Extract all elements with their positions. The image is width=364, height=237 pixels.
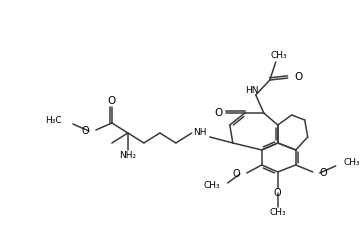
Text: O: O [81,126,89,136]
Text: CH₃: CH₃ [344,159,360,168]
Text: O: O [274,188,282,198]
Text: O: O [108,96,116,106]
Text: CH₃: CH₃ [269,208,286,217]
Text: O: O [215,108,223,118]
Text: CH₃: CH₃ [203,182,220,191]
Text: H₃C: H₃C [46,117,62,126]
Text: O: O [320,168,327,178]
Text: NH: NH [193,128,207,137]
Text: HN: HN [245,86,258,95]
Text: O: O [295,72,303,82]
Text: CH₃: CH₃ [270,50,287,59]
Text: O: O [232,169,240,179]
Text: NH₂: NH₂ [119,151,136,160]
